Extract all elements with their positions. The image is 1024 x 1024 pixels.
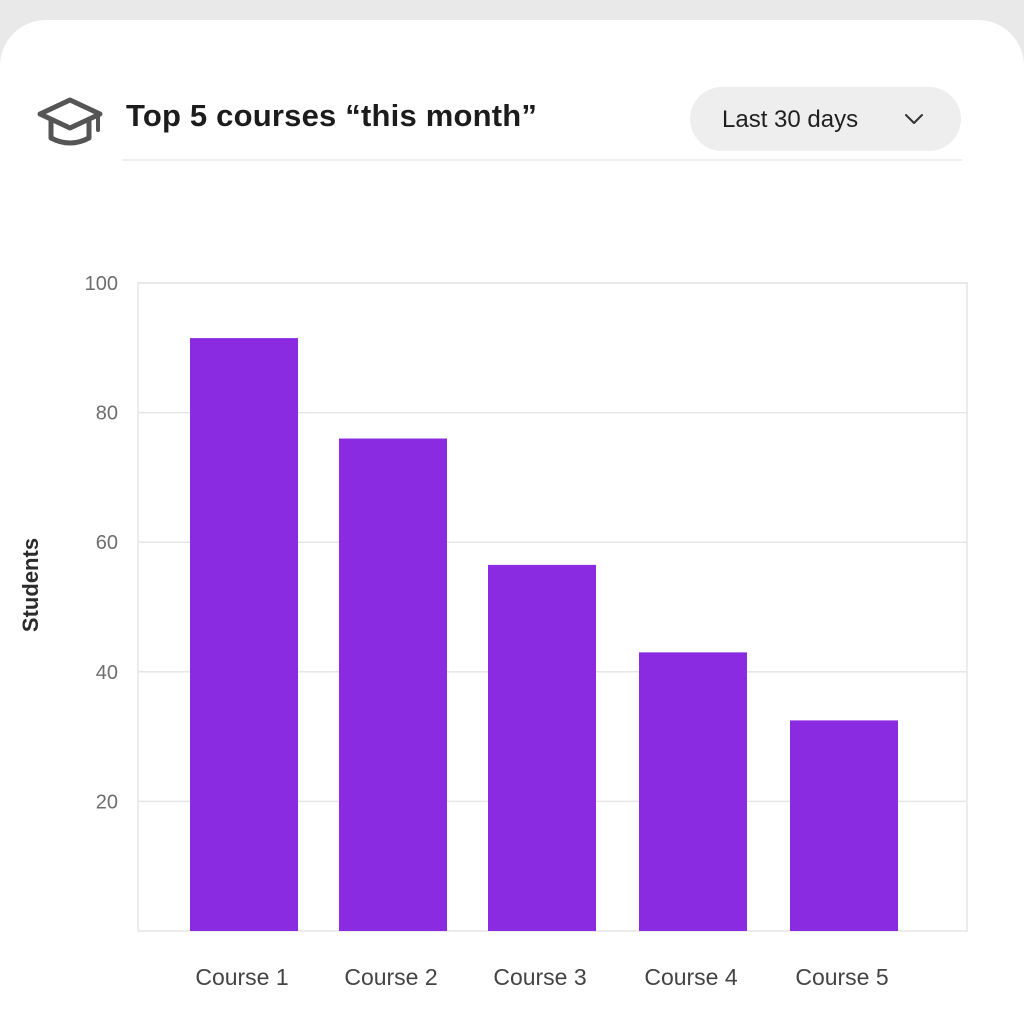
date-range-dropdown[interactable]: Last 30 days: [690, 87, 961, 151]
x-tick-label: Course 1: [195, 964, 288, 990]
graduation-cap-icon: [37, 97, 103, 146]
date-range-label: Last 30 days: [722, 106, 859, 133]
bar: [190, 338, 298, 932]
y-tick-label: 40: [96, 662, 118, 684]
bar: [488, 564, 596, 931]
page-title: Top 5 courses “this month”: [126, 98, 538, 133]
chevron-down-icon: [905, 114, 923, 124]
y-tick-label: 80: [96, 403, 118, 425]
header-divider: [122, 159, 962, 161]
x-tick-label: Course 5: [795, 964, 888, 990]
bar: [639, 652, 747, 931]
x-tick-label: Course 2: [344, 964, 437, 990]
y-axis-title: Students: [18, 538, 43, 632]
y-tick-label: 100: [85, 273, 118, 295]
bar: [790, 720, 898, 931]
y-tick-label: 20: [96, 791, 118, 813]
x-tick-label: Course 3: [493, 964, 586, 990]
bar: [339, 438, 447, 931]
x-tick-label: Course 4: [644, 964, 738, 990]
y-tick-label: 60: [96, 532, 118, 554]
